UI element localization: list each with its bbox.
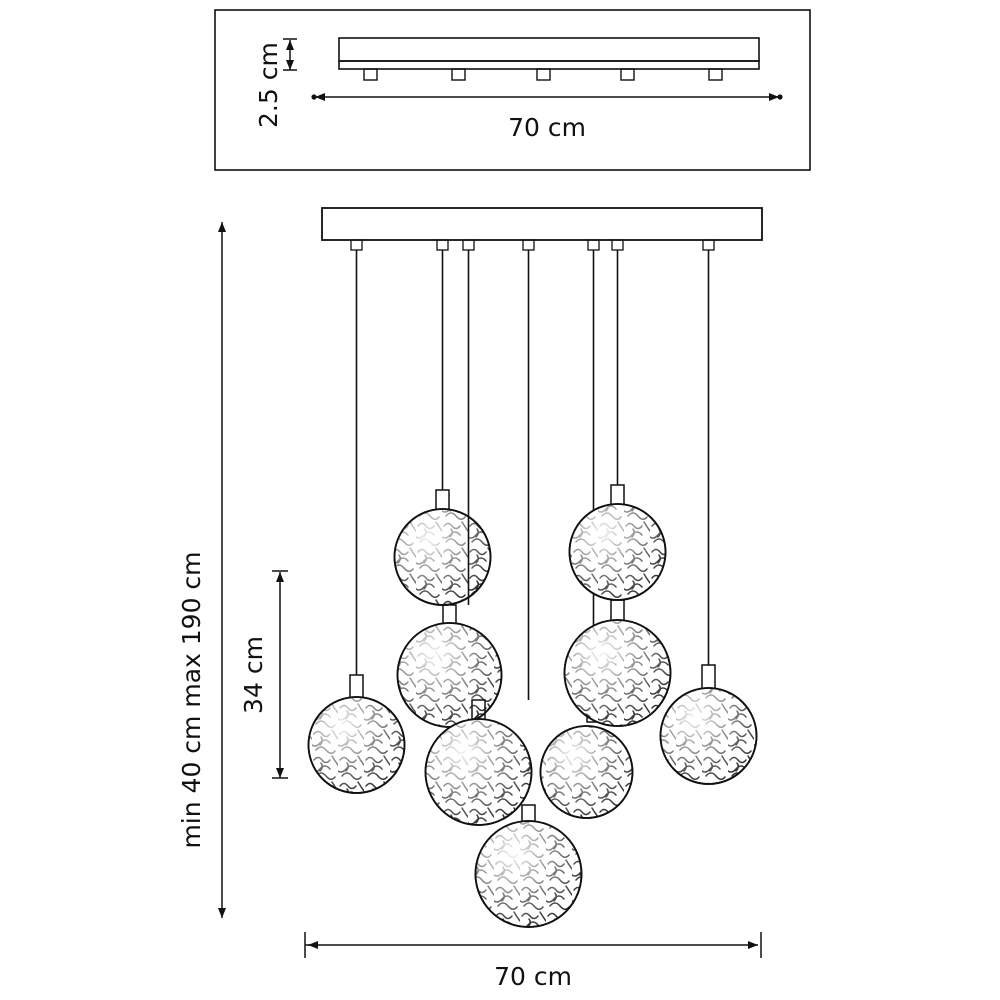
- canopy-side-profile: [338, 37, 760, 81]
- canopy-plate: [321, 207, 763, 251]
- front-view-height-label: min 40 cm max 190 cm: [177, 551, 206, 848]
- top-view-frame: [214, 9, 811, 171]
- pendant-6: [539, 250, 634, 819]
- pendant-9: [659, 250, 758, 785]
- canopy-outlet: [451, 68, 466, 81]
- canopy-outlet: [708, 68, 723, 81]
- canopy-outlet: [536, 68, 551, 81]
- canopy-outlet: [363, 68, 378, 81]
- pendant-2: [393, 250, 492, 606]
- front-view-drop-dimension: 34 cm: [239, 570, 288, 779]
- pendant-4: [424, 250, 533, 826]
- socket: [701, 664, 716, 690]
- top-view-height-dimension: 2.5 cm: [254, 38, 297, 128]
- socket: [610, 599, 625, 623]
- top-view-width-label: 70 cm: [508, 113, 586, 142]
- front-view-height-dimension: min 40 cm max 190 cm: [177, 222, 226, 918]
- pendant-7: [568, 250, 667, 601]
- pendant-3: [396, 250, 503, 728]
- front-view-width-label: 70 cm: [494, 962, 572, 991]
- top-view-group: 2.5 cm 70 cm: [214, 9, 811, 171]
- top-view-height-label: 2.5 cm: [254, 42, 283, 128]
- front-view-group: min 40 cm max 190 cm 34 cm 70 cm: [177, 207, 763, 991]
- front-view-width-dimension: 70 cm: [304, 932, 762, 991]
- pendant-1: [307, 250, 406, 794]
- top-view-width-dimension: 70 cm: [311, 93, 783, 142]
- pendant-5: [474, 804, 583, 928]
- canopy-outlet: [620, 68, 635, 81]
- pendant-8: [563, 599, 672, 727]
- front-view-drop-label: 34 cm: [239, 636, 268, 714]
- socket: [349, 674, 364, 700]
